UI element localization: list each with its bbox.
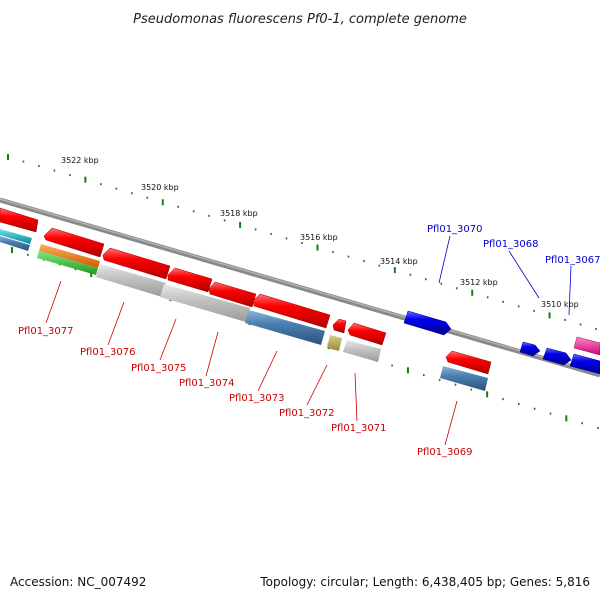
feature-bar[interactable] xyxy=(160,284,250,322)
feature-bar[interactable] xyxy=(96,264,166,297)
gene-labels: Pfl01_3077 Pfl01_3076 Pfl01_3075 Pfl01_3… xyxy=(18,224,600,458)
gene-label[interactable]: Pfl01_3075 xyxy=(131,363,187,374)
gene-arrow[interactable] xyxy=(332,318,347,334)
gene-label[interactable]: Pfl01_3067 xyxy=(545,255,600,266)
feature-bar[interactable] xyxy=(440,366,488,391)
backbone xyxy=(0,197,600,378)
scale-dots xyxy=(22,160,597,330)
gene-arrow[interactable] xyxy=(519,341,541,357)
feature-bar[interactable] xyxy=(0,229,32,244)
gene-label[interactable]: Pfl01_3077 xyxy=(18,326,74,337)
gene-arrow[interactable] xyxy=(569,353,600,375)
scale-tick-label: 3520 kbp xyxy=(141,183,179,192)
scale-tick-label: 3516 kbp xyxy=(300,233,338,242)
gene-arrow[interactable] xyxy=(102,247,171,280)
gene-arrow[interactable] xyxy=(167,267,213,293)
feature-bar[interactable] xyxy=(37,251,98,275)
gene-label[interactable]: Pfl01_3069 xyxy=(417,447,473,458)
scale-tick-label: 3518 kbp xyxy=(220,209,258,218)
gene-label[interactable]: Pfl01_3070 xyxy=(427,224,483,235)
accession-text: Accession: NC_007492 xyxy=(10,575,146,589)
forward-strand-genes xyxy=(403,310,600,375)
feature-bar[interactable] xyxy=(245,310,325,345)
gene-label[interactable]: Pfl01_3068 xyxy=(483,239,539,250)
gene-arrow[interactable] xyxy=(542,347,572,366)
gene-arrow[interactable] xyxy=(347,322,387,346)
feature-bar[interactable] xyxy=(0,236,30,251)
gene-label[interactable]: Pfl01_3071 xyxy=(331,423,387,434)
scale-track: 3522 kbp 3520 kbp 3518 kbp 3516 kbp 3514… xyxy=(7,154,597,330)
scale-tick-label: 3512 kbp xyxy=(460,278,498,287)
scale-tick-label: 3522 kbp xyxy=(61,156,99,165)
reverse-strand-genes xyxy=(0,207,492,375)
gene-arrow[interactable] xyxy=(208,281,257,308)
feature-bar[interactable] xyxy=(343,340,381,362)
scale-tick-label: 3514 kbp xyxy=(380,257,418,266)
gene-label[interactable]: Pfl01_3076 xyxy=(80,347,136,358)
gene-arrow[interactable] xyxy=(573,336,600,356)
gene-arrow[interactable] xyxy=(403,310,452,336)
scale-major-ticks xyxy=(7,154,551,319)
gene-arrow[interactable] xyxy=(0,207,39,233)
label-leaders xyxy=(45,235,572,446)
feature-bars xyxy=(0,229,488,391)
scale-tick-label: 3510 kbp xyxy=(541,300,579,309)
gene-label[interactable]: Pfl01_3074 xyxy=(179,378,235,389)
map-title: Pseudomonas fluorescens Pf0-1, complete … xyxy=(133,12,467,27)
feature-bar[interactable] xyxy=(39,244,100,268)
gene-label[interactable]: Pfl01_3073 xyxy=(229,393,285,404)
topology-text: Topology: circular; Length: 6,438,405 bp… xyxy=(259,575,590,589)
gene-arrow[interactable] xyxy=(252,293,331,329)
feature-bar[interactable] xyxy=(327,335,342,351)
gene-arrow[interactable] xyxy=(445,350,492,375)
gene-arrow[interactable] xyxy=(43,227,105,258)
gene-label[interactable]: Pfl01_3072 xyxy=(279,408,335,419)
